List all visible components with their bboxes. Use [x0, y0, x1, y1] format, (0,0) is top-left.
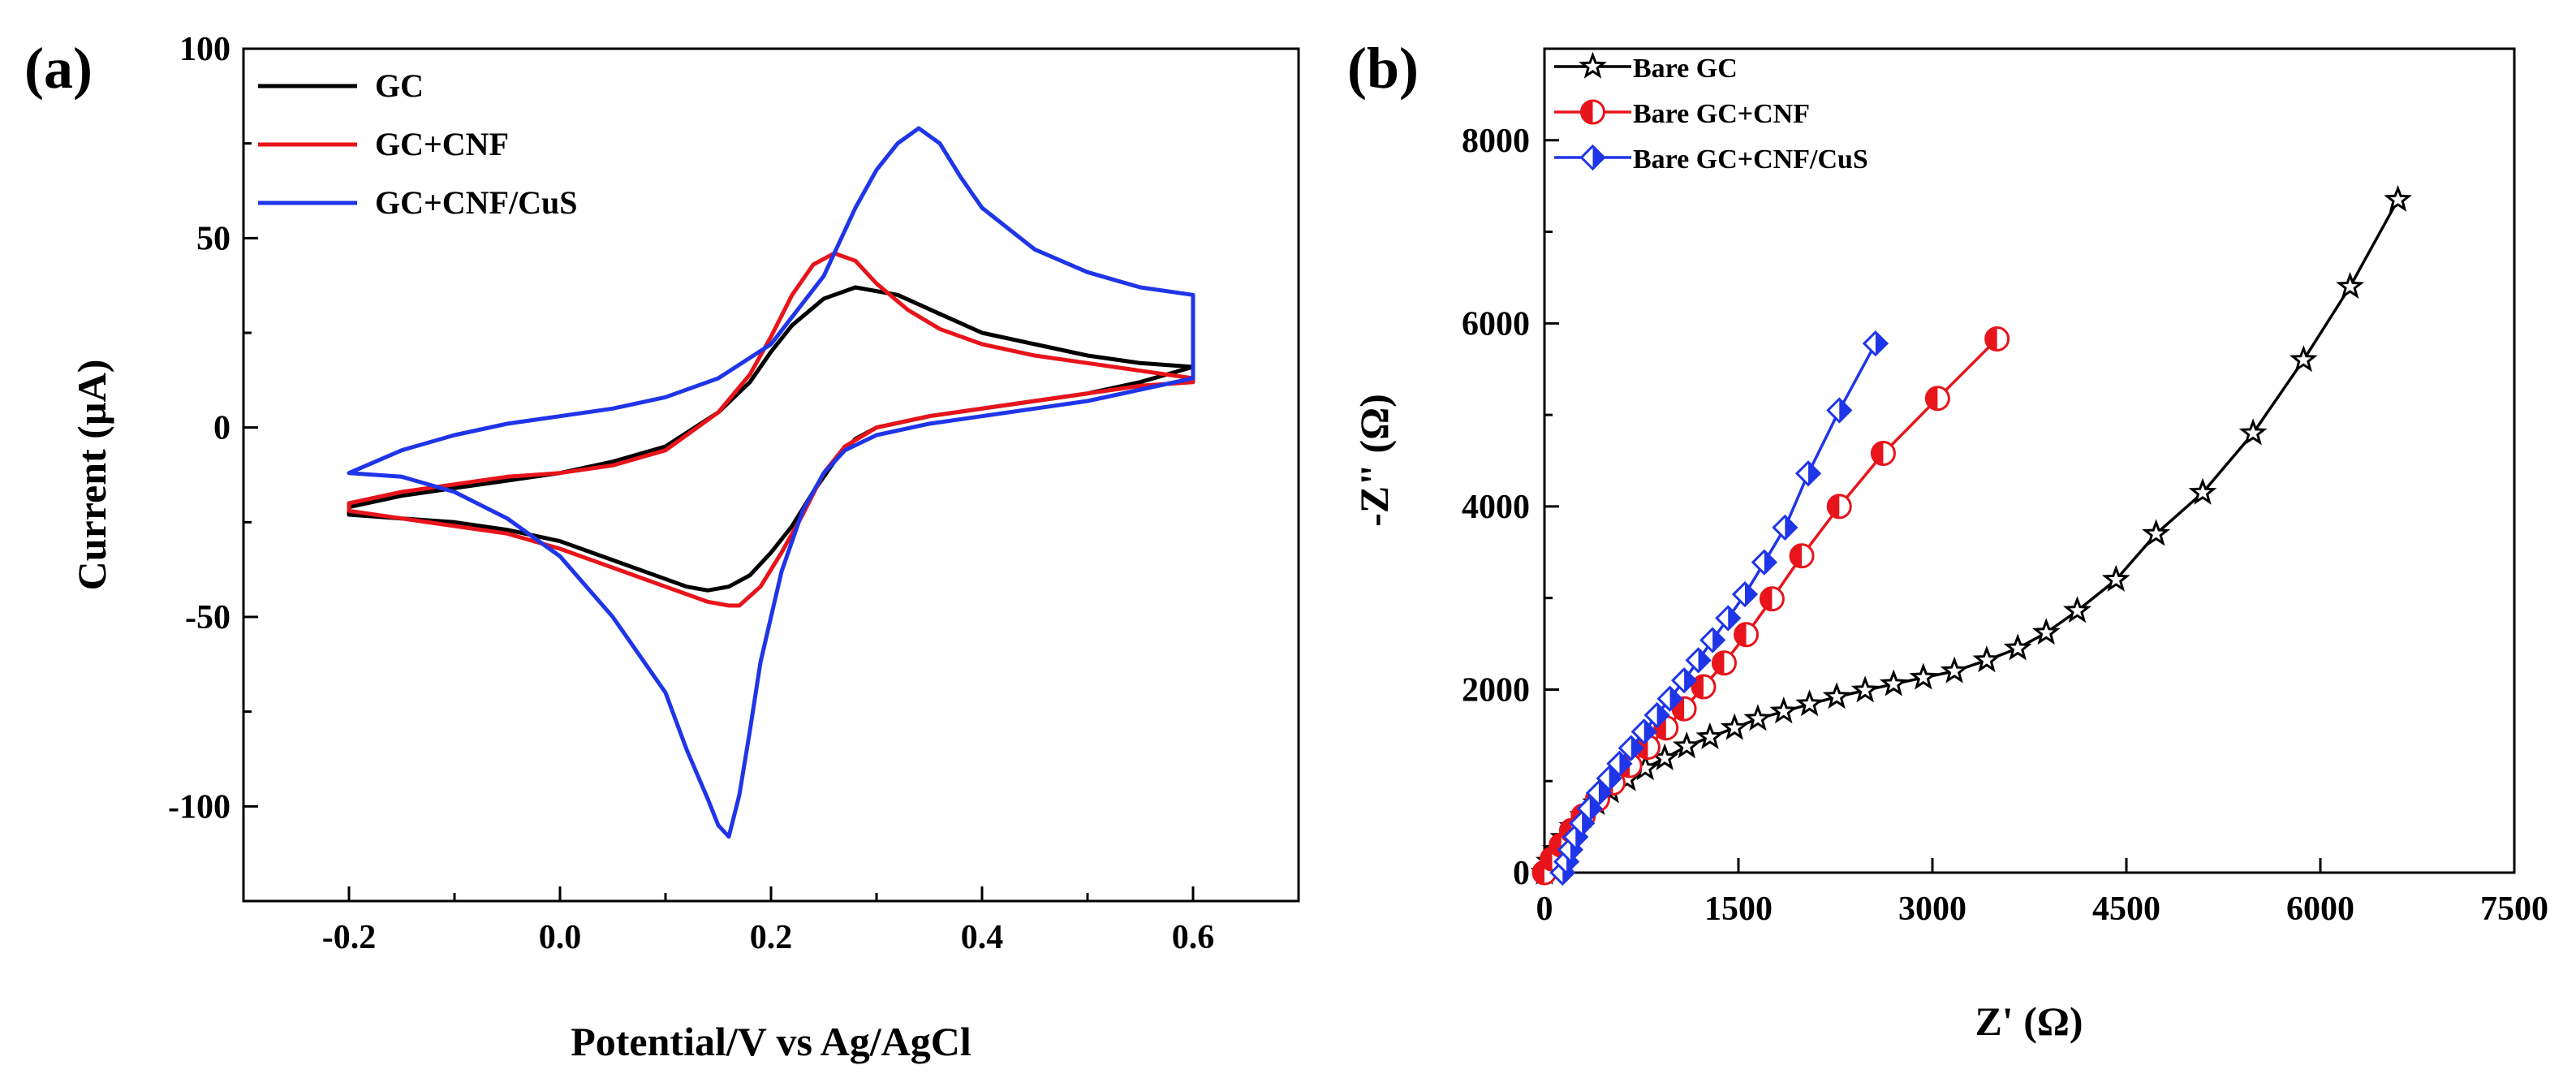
- data-point-bare-gc-cnf-cus: [1715, 605, 1742, 632]
- cv-x-ticks: -0.2 0.0 0.2 0.4 0.6: [242, 886, 1300, 956]
- data-point-bare-gc: [2289, 345, 2318, 373]
- x-tick-label: 1500: [1704, 890, 1773, 928]
- x-tick-label: 3000: [1898, 890, 1966, 928]
- data-point-bare-gc-cnf-cus: [1751, 549, 1777, 576]
- cv-x-axis-title: Potential/V vs Ag/AgCl: [571, 1019, 971, 1064]
- data-point-bare-gc-cnf: [1711, 650, 1737, 676]
- data-point-bare-gc: [2101, 564, 2130, 592]
- data-point-bare-gc-cnf-cus: [1618, 735, 1644, 761]
- cv-y-axis-title: Current (µA): [69, 360, 114, 591]
- data-point-bare-gc: [2063, 596, 2091, 623]
- cv-legend: GC GC+CNF GC+CNF/CuS: [258, 67, 578, 221]
- data-point-bare-gc: [1879, 669, 1908, 696]
- data-point-bare-gc: [1972, 645, 2001, 673]
- y-tick-label: 6000: [1462, 305, 1530, 343]
- data-point-bare-gc-cnf-cus: [1794, 460, 1822, 487]
- legend-label-gc-cnf-cus: GC+CNF/CuS: [375, 184, 578, 221]
- x-tick-label: 7500: [2480, 890, 2548, 928]
- data-point-bare-gc-cnf-cus: [1656, 685, 1683, 712]
- data-point-bare-gc: [2031, 618, 2061, 645]
- cv-chart-panel: (a) -0.2 0.0 0.2 0.4 0.6 -100 -50 0 50 100 GC GC+…: [24, 31, 1300, 1064]
- data-point-bare-gc: [1769, 696, 1798, 724]
- data-point-bare-gc-cnf: [1870, 440, 1896, 466]
- series-line-gc-cnf-cus: [347, 126, 1195, 839]
- data-point-bare-gc: [1795, 689, 1824, 717]
- y-tick-label: 0: [213, 410, 230, 447]
- panel-label-b: (b): [1347, 36, 1419, 101]
- data-point-bare-gc: [2384, 184, 2412, 212]
- x-tick-label: -0.2: [322, 919, 377, 956]
- series-line-bare-gc: [1543, 199, 2400, 873]
- data-point-bare-gc: [2188, 477, 2217, 505]
- data-point-bare-gc-cnf: [1984, 326, 2010, 352]
- data-point-bare-gc-cnf: [1789, 543, 1815, 569]
- data-point-bare-gc-cnf: [1826, 494, 1852, 520]
- x-tick-label: 0.0: [539, 919, 582, 956]
- data-point-bare-gc: [1672, 731, 1701, 759]
- legend-label-bare-gc-cnf-cus: Bare GC+CNF/CuS: [1633, 144, 1868, 175]
- data-point-bare-gc: [2238, 418, 2268, 446]
- data-point-bare-gc-cnf-cus: [1772, 514, 1798, 541]
- cv-y-ticks: -100 -50 0 50 100: [168, 31, 258, 826]
- data-point-bare-gc-cnf: [1759, 586, 1785, 612]
- data-point-bare-gc-cnf-cus: [1670, 667, 1698, 694]
- data-point-bare-gc-cnf: [1691, 674, 1717, 700]
- data-point-bare-gc-cnf-cus: [1862, 330, 1889, 357]
- cv-series: [347, 126, 1195, 839]
- eis-chart-panel: (b) 0 1500 3000 4500 6000 7500 0 2000 4000 6000 8…: [1347, 36, 2548, 1044]
- y-tick-label: -50: [185, 599, 230, 636]
- legend-label-gc: GC: [375, 67, 424, 104]
- eis-legend: Bare GC Bare GC+CNF Bare GC+CNF/CuS: [1554, 51, 1868, 175]
- x-tick-label: 6000: [2286, 890, 2354, 928]
- x-tick-label: 0: [1536, 890, 1553, 928]
- data-point-bare-gc-cnf-cus: [1699, 627, 1726, 653]
- eis-x-axis-title: Z' (Ω): [1975, 998, 2083, 1044]
- data-point-bare-gc-cnf: [1734, 622, 1760, 648]
- data-point-bare-gc-cnf-cus: [1826, 397, 1853, 424]
- x-tick-label: 4500: [2092, 890, 2160, 928]
- y-tick-label: 50: [196, 220, 230, 257]
- panel-label-a: (a): [24, 36, 93, 101]
- data-point-bare-gc-cnf-cus: [1685, 647, 1712, 674]
- legend-marker-bare-gc: [1579, 51, 1607, 79]
- data-point-bare-gc-cnf-cus: [1606, 750, 1633, 777]
- y-tick-label: -100: [168, 788, 230, 826]
- data-point-bare-gc: [1743, 704, 1773, 731]
- data-point-bare-gc: [2142, 519, 2171, 546]
- data-point-bare-gc-cnf-cus: [1576, 795, 1603, 822]
- data-point-bare-gc: [1695, 722, 1725, 749]
- data-point-bare-gc-cnf-cus: [1643, 701, 1670, 729]
- legend-label-bare-gc-cnf: Bare GC+CNF: [1633, 99, 1810, 129]
- data-point-bare-gc: [1909, 662, 1938, 690]
- data-point-bare-gc: [1720, 713, 1749, 740]
- data-point-bare-gc-cnf-cus: [1585, 779, 1613, 807]
- data-point-bare-gc: [1940, 656, 1969, 683]
- data-point-bare-gc-cnf: [1924, 386, 1950, 412]
- y-tick-label: 0: [1513, 855, 1530, 892]
- y-tick-label: 2000: [1462, 671, 1530, 709]
- legend-label-gc-cnf: GC+CNF: [375, 126, 509, 162]
- legend-label-bare-gc: Bare GC: [1633, 54, 1738, 84]
- data-point-bare-gc-cnf-cus: [1596, 765, 1622, 791]
- legend-marker-bare-gc-cnf: [1580, 99, 1605, 125]
- eis-series: [1530, 184, 2412, 886]
- eis-y-ticks: 0 2000 4000 6000 8000: [1462, 123, 1559, 892]
- data-point-bare-gc: [2336, 271, 2365, 299]
- eis-y-axis-title: -Z" (Ω): [1351, 394, 1397, 527]
- x-tick-label: 0.4: [961, 919, 1004, 956]
- data-point-bare-gc: [2003, 633, 2032, 661]
- data-point-bare-gc: [1822, 682, 1851, 709]
- y-tick-label: 100: [179, 31, 230, 68]
- x-tick-label: 0.2: [750, 919, 793, 956]
- y-tick-label: 4000: [1462, 489, 1530, 526]
- x-tick-label: 0.6: [1172, 919, 1215, 956]
- y-tick-label: 8000: [1462, 123, 1530, 160]
- data-point-bare-gc-cnf-cus: [1731, 581, 1759, 608]
- eis-plot-frame: [1543, 47, 2516, 874]
- data-point-bare-gc: [1850, 675, 1880, 703]
- legend-marker-bare-gc-cnf-cus: [1579, 144, 1606, 171]
- eis-x-ticks: 0 1500 3000 4500 6000 7500: [1536, 858, 2548, 928]
- data-point-bare-gc-cnf-cus: [1630, 718, 1657, 745]
